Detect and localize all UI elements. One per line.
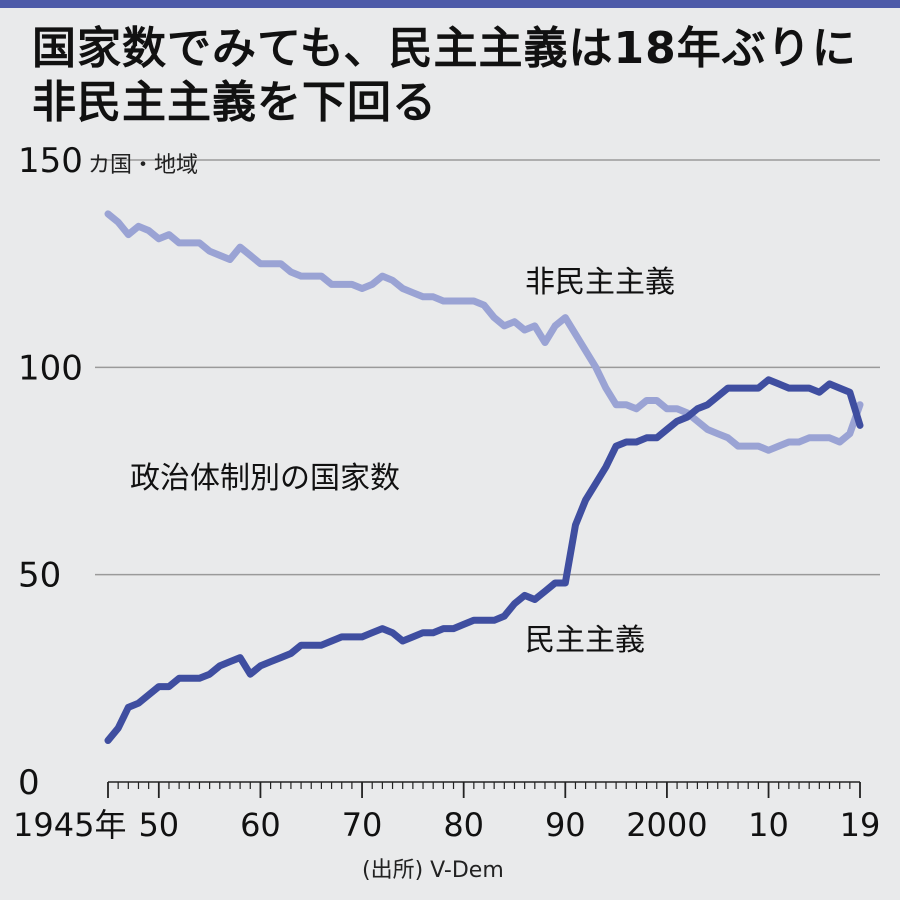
series-lines xyxy=(104,210,864,744)
source-note: (出所) V-Dem xyxy=(362,858,504,883)
y-axis-unit: カ国・地域 xyxy=(88,153,198,178)
chart-title-line1: 国家数でみても、民主主義は18年ぶりに xyxy=(32,23,857,74)
chart-title-line2: 非民主主義を下回る xyxy=(32,77,437,128)
y-tick-label: 100 xyxy=(18,348,83,388)
x-tick-label: 80 xyxy=(443,806,484,844)
x-tick-label: 1945年 xyxy=(13,806,126,844)
series-line-democracy xyxy=(104,376,864,744)
series-label-democracy: 民主主義 xyxy=(525,623,645,658)
top-accent-bar xyxy=(0,0,900,8)
x-tick-label: 70 xyxy=(342,806,383,844)
x-tick-label: 10 xyxy=(748,806,789,844)
chart-subtitle: 政治体制別の国家数 xyxy=(130,461,400,496)
x-axis: 1945年 50 60 70 80 90 2000 10 19 xyxy=(13,781,881,844)
y-tick-label: 150 xyxy=(18,141,83,181)
series-label-non-democracy: 非民主主義 xyxy=(525,265,675,300)
x-tick-label: 60 xyxy=(240,806,281,844)
x-tick-label: 19 xyxy=(840,806,881,844)
gridlines xyxy=(95,159,880,576)
series-line-non-democracy xyxy=(104,210,864,454)
x-tick-label: 50 xyxy=(138,806,179,844)
x-tick-label: 90 xyxy=(545,806,586,844)
y-axis-ticks: 0 50 100 150 xyxy=(18,141,83,803)
y-tick-label: 0 xyxy=(18,763,40,803)
y-tick-label: 50 xyxy=(18,556,61,596)
chart-title: 国家数でみても、民主主義は18年ぶりに 非民主主義を下回る xyxy=(32,22,882,130)
x-tick-label: 2000 xyxy=(626,806,707,844)
